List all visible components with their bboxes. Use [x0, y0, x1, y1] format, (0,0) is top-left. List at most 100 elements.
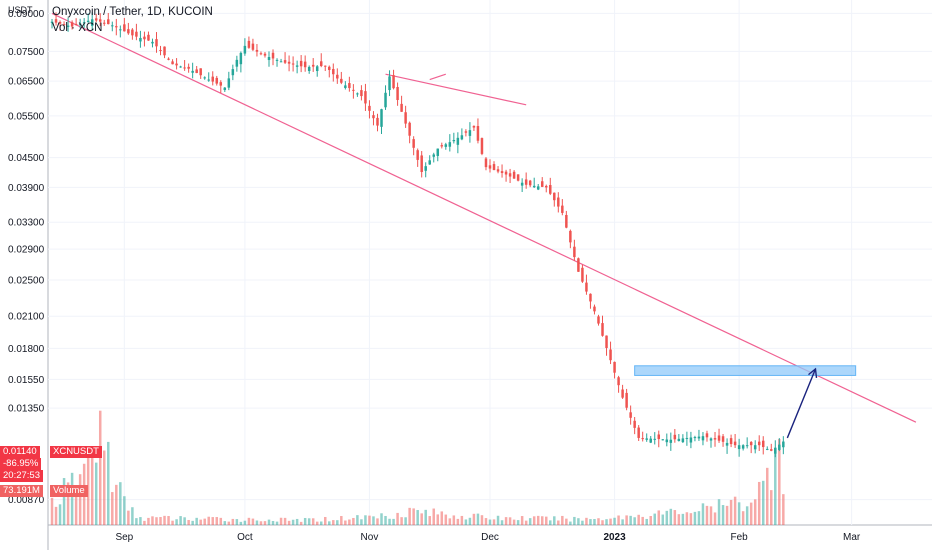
volume-bar [94, 462, 98, 525]
candle-body [163, 46, 166, 56]
candle-body [175, 63, 178, 66]
volume-bar [392, 518, 395, 525]
volume-bar [609, 518, 612, 525]
volume-bar [641, 516, 644, 525]
candle-body [500, 171, 504, 174]
volume-bar [167, 516, 170, 525]
volume-bar [778, 438, 781, 525]
volume-bar [243, 520, 247, 525]
candle-body [661, 439, 665, 441]
candle-body [428, 160, 431, 165]
projection-arrow [786, 368, 817, 439]
volume-bar [617, 515, 620, 525]
y-tick-label: 0.02900 [8, 245, 45, 256]
y-tick-label: 0.01350 [8, 404, 45, 415]
candle-body [187, 66, 190, 69]
last-price-tag: 0.01140 [0, 446, 40, 458]
volume-bar [255, 520, 259, 525]
volume-bar [90, 447, 94, 525]
volume-bar [340, 516, 343, 525]
candle-body [66, 25, 70, 27]
candle-body [127, 29, 130, 34]
candle-body [512, 171, 516, 179]
candle-body [540, 181, 544, 187]
volume-bar [605, 519, 608, 525]
volume-bar [143, 520, 146, 525]
resistance-zone [634, 365, 857, 376]
volume-bar [633, 517, 636, 525]
candle-body [380, 109, 383, 127]
volume-bar [299, 521, 303, 525]
candle-body [528, 180, 532, 186]
candle-body [94, 18, 98, 21]
candle-body [352, 89, 355, 91]
volume-value-tag: 73.191M [0, 485, 43, 497]
candle-body [139, 37, 142, 42]
candle-body [412, 139, 415, 148]
volume-bar [127, 510, 130, 525]
volume-bar [231, 518, 235, 525]
candle-body [420, 155, 423, 173]
volume-bar [516, 520, 520, 525]
candle-body [396, 87, 399, 101]
volume-label: Vol · XCN [52, 22, 103, 34]
candle-body [766, 448, 769, 450]
volume-bar [677, 514, 681, 525]
candle-body [717, 435, 721, 441]
volume-bar [512, 519, 516, 525]
x-tick-label: Mar [843, 532, 861, 543]
volume-bar [187, 519, 190, 525]
trendline [385, 73, 527, 106]
candle-body [215, 77, 219, 84]
volume-bar [332, 520, 335, 525]
candle-body [504, 171, 508, 175]
volume-bar [476, 513, 480, 525]
candle-body [520, 182, 524, 186]
candle-body [239, 52, 243, 65]
volume-bar [211, 517, 214, 525]
volume-bar [420, 513, 423, 525]
volume-bar [725, 505, 729, 525]
volume-bar [464, 519, 468, 525]
candle-body [82, 22, 86, 24]
y-tick-label: 0.01800 [8, 344, 45, 355]
candle-body [741, 445, 745, 449]
candle-body [372, 115, 375, 119]
volume-bar [440, 511, 444, 525]
volume-bar [107, 441, 110, 525]
candle-body [589, 293, 592, 302]
volume-bar [557, 520, 560, 525]
candle-body [508, 173, 512, 177]
candle-body [103, 22, 106, 24]
volume-bar [324, 516, 327, 525]
y-axis-labels: 0.09000 0.07500 0.06500 0.05500 0.04500 0.039… [8, 9, 45, 506]
volume-bar [753, 499, 757, 525]
volume-bar [460, 515, 464, 525]
volume-bar [601, 520, 604, 525]
candle-body [307, 66, 311, 71]
candle-body [291, 63, 295, 65]
candle-body [376, 117, 379, 126]
volume-bar [733, 496, 737, 525]
volume-bar [227, 521, 231, 525]
candle-body [737, 445, 741, 450]
x-tick-label: Sep [115, 532, 133, 543]
candle-body [235, 59, 239, 67]
volume-bar [336, 520, 339, 525]
candle-body [408, 122, 411, 136]
candle-body [368, 105, 371, 111]
candle-body [90, 19, 94, 26]
volume-bar [709, 506, 713, 525]
candle-body [303, 61, 307, 68]
candle-body [669, 439, 673, 443]
volume-bar [653, 513, 656, 525]
candle-body [319, 61, 323, 67]
volume-bar [62, 478, 66, 525]
candle-body [569, 230, 572, 243]
candle-body [705, 433, 709, 438]
volume-bar [496, 515, 500, 525]
candle-body [605, 335, 608, 348]
volume-bar [139, 517, 142, 525]
candle-body [697, 436, 701, 439]
